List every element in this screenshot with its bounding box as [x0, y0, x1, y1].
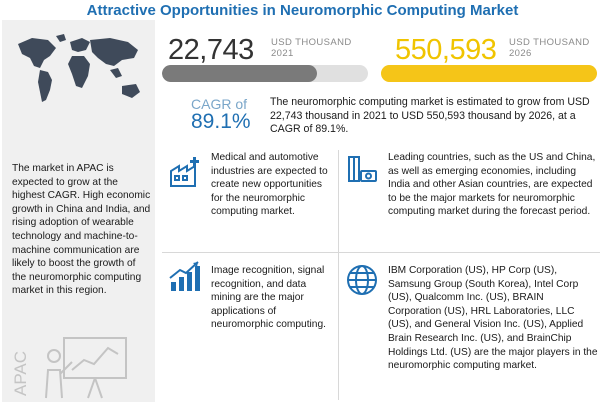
market-value-2021: 22,743	[168, 34, 254, 66]
cagr-description: The neuromorphic computing market is est…	[270, 96, 590, 136]
cell-key-players-text: IBM Corporation (US), HP Corp (US), Sams…	[388, 265, 598, 372]
market-value-2026: 550,593	[395, 34, 497, 66]
apac-description: The market in APAC is expected to grow a…	[12, 163, 151, 297]
medical-industry-icon	[170, 157, 199, 187]
progress-bar-2026	[381, 65, 597, 82]
presentation-board-icon	[45, 337, 127, 399]
progress-bar-2021	[162, 65, 368, 82]
apac-vertical-label: APAC	[11, 351, 30, 396]
unit-text-2021: USD THOUSAND	[271, 37, 352, 48]
globe-network-icon	[347, 265, 377, 295]
growth-chart-icon	[169, 261, 200, 291]
apac-label-text: APAC	[11, 351, 30, 396]
unit-label-2026: USD THOUSAND 2026	[509, 37, 590, 59]
cagr-label: CAGR of	[191, 96, 248, 112]
progress-fill-2026	[381, 65, 597, 82]
grid-divider-vertical	[338, 150, 339, 400]
country-money-icon	[348, 156, 377, 182]
apac-panel: The market in APAC is expected to grow a…	[2, 20, 155, 402]
grid-divider-horizontal	[162, 252, 600, 253]
page-title: Attractive Opportunities in Neuromorphic…	[86, 2, 519, 19]
cell-applications-text: Image recognition, signal recognition, a…	[211, 265, 326, 331]
cell-countries-text: Leading countries, such as the US and Ch…	[388, 152, 596, 218]
cell-opportunity-text: Medical and automotive industries are ex…	[211, 152, 328, 218]
cagr-value: 89.1%	[191, 110, 251, 133]
unit-text-2026: USD THOUSAND	[509, 37, 590, 48]
world-map-icon	[18, 34, 140, 102]
unit-label-2021: USD THOUSAND 2021	[271, 37, 352, 59]
year-text-2021: 2021	[271, 47, 294, 59]
year-text-2026: 2026	[509, 47, 532, 59]
progress-fill-2021	[162, 65, 317, 82]
